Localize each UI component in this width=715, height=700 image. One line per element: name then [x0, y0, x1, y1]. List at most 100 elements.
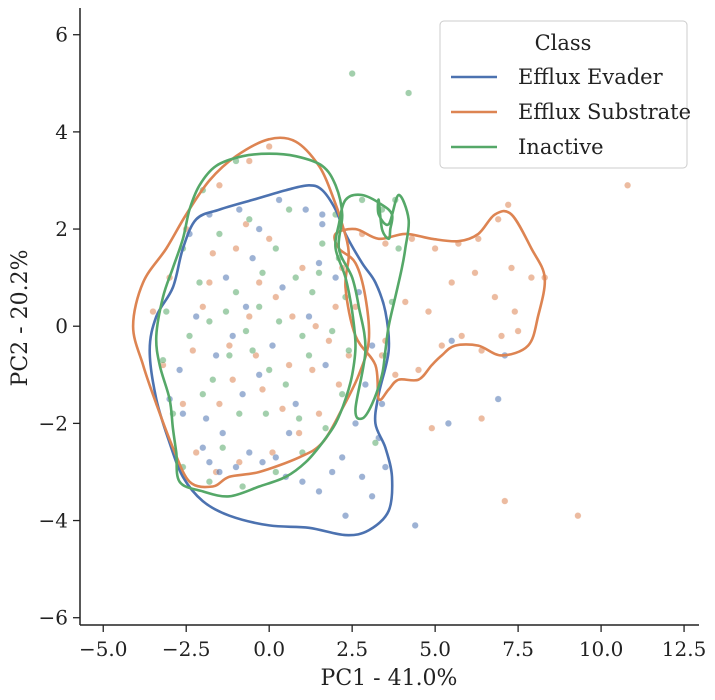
- data-point: [239, 390, 247, 398]
- data-point: [255, 278, 263, 287]
- data-point: [395, 244, 403, 253]
- density-contour: [131, 136, 547, 489]
- data-point: [332, 274, 340, 282]
- data-point: [242, 327, 250, 335]
- data-point: [378, 400, 386, 408]
- data-point: [308, 366, 316, 374]
- y-tick-label: −2: [39, 411, 68, 435]
- data-point: [199, 303, 207, 311]
- data-point: [222, 308, 230, 316]
- data-point: [215, 468, 223, 476]
- data-point: [192, 448, 200, 457]
- data-point: [315, 269, 323, 277]
- data-point: [258, 269, 267, 277]
- axes: −5.0 −2.5 0.0 2.5 5.0 7.5 10.0 12.5 −6 −4 −2 0 2 4 6: [39, 8, 707, 661]
- data-point: [328, 468, 336, 476]
- data-point: [335, 380, 343, 389]
- data-point: [431, 244, 439, 253]
- legend-title: Class: [535, 31, 592, 55]
- data-point: [209, 376, 217, 384]
- data-point: [358, 473, 366, 481]
- data-point: [322, 361, 330, 369]
- data-point: [278, 283, 287, 291]
- data-point: [195, 278, 204, 287]
- data-point: [235, 458, 243, 466]
- y-tick-label: 4: [55, 120, 68, 144]
- data-point: [478, 414, 486, 423]
- data-point: [245, 312, 253, 321]
- data-point: [215, 181, 223, 189]
- data-point: [205, 478, 213, 486]
- data-point: [458, 332, 466, 340]
- data-point: [249, 254, 257, 262]
- y-tick-label: −6: [39, 606, 68, 630]
- data-point: [275, 317, 283, 325]
- data-point: [318, 240, 326, 248]
- data-point: [381, 463, 389, 471]
- data-point: [242, 303, 250, 311]
- data-point: [219, 444, 227, 452]
- data-point: [338, 390, 346, 398]
- data-point: [315, 259, 323, 267]
- data-point: [282, 380, 290, 389]
- data-point: [305, 312, 313, 321]
- data-point: [298, 332, 306, 340]
- data-point: [185, 332, 194, 340]
- data-point: [272, 453, 280, 461]
- data-point: [315, 487, 323, 495]
- data-point: [574, 512, 582, 520]
- data-point: [245, 157, 253, 165]
- data-point: [494, 215, 502, 223]
- data-point: [192, 312, 200, 321]
- legend-label: Inactive: [518, 135, 604, 159]
- data-point: [624, 181, 632, 189]
- data-point: [285, 361, 293, 369]
- x-tick-label: 0.0: [253, 637, 285, 661]
- data-point: [265, 366, 273, 374]
- data-point: [215, 400, 223, 408]
- data-point: [295, 414, 303, 423]
- legend-label: Efflux Evader: [518, 65, 664, 89]
- data-point: [232, 244, 240, 253]
- data-point: [255, 225, 263, 233]
- data-point: [255, 303, 263, 311]
- data-point: [199, 390, 207, 398]
- data-point: [328, 327, 336, 335]
- y-tick-label: 6: [55, 23, 68, 47]
- data-point: [391, 371, 399, 379]
- data-point: [202, 414, 210, 423]
- density-contour: [148, 184, 394, 537]
- contour-layer: [131, 136, 547, 537]
- data-point: [268, 342, 277, 350]
- data-point: [278, 405, 287, 413]
- data-point: [249, 346, 257, 355]
- data-point: [292, 274, 300, 282]
- data-point: [381, 240, 389, 248]
- data-point: [312, 322, 320, 330]
- data-point: [215, 230, 223, 238]
- data-point: [288, 312, 296, 321]
- data-point: [332, 303, 340, 311]
- data-point: [527, 274, 535, 282]
- x-tick-label: 10.0: [579, 637, 624, 661]
- data-point: [494, 395, 502, 403]
- x-tick-label: 12.5: [662, 637, 707, 661]
- data-point: [348, 70, 356, 78]
- data-point: [501, 497, 509, 505]
- data-point: [438, 342, 446, 350]
- data-point: [507, 264, 516, 272]
- data-point: [245, 215, 253, 223]
- data-point: [428, 424, 436, 432]
- data-point: [242, 220, 250, 228]
- data-point: [302, 206, 310, 214]
- data-point: [491, 293, 499, 301]
- legend: Class Efflux Evader Efflux Substrate Inact…: [439, 20, 691, 169]
- data-point: [255, 371, 263, 379]
- data-point: [371, 439, 379, 447]
- data-point: [285, 429, 293, 437]
- data-point: [368, 492, 376, 500]
- data-point: [265, 235, 273, 243]
- data-point: [239, 482, 247, 491]
- y-tick-label: 2: [55, 217, 68, 241]
- x-tick-label: −2.5: [162, 637, 211, 661]
